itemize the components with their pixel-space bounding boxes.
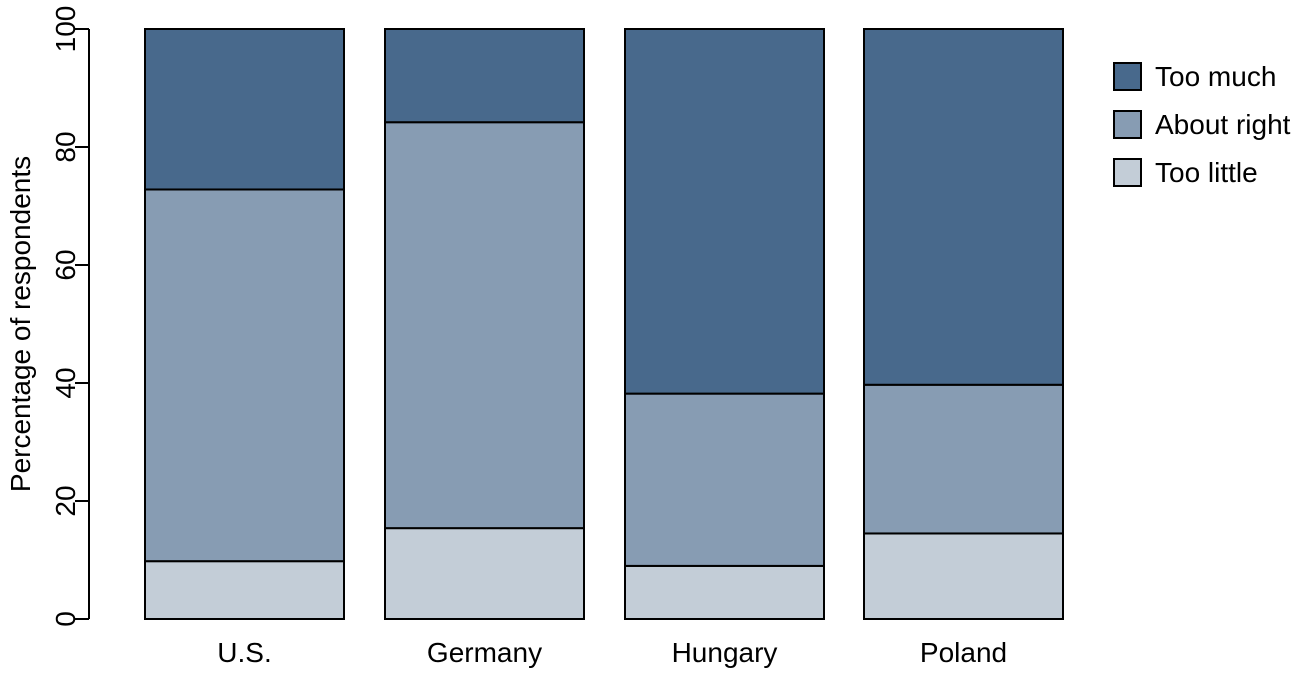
- y-tick-label: 60: [50, 249, 81, 280]
- legend-label: About right: [1155, 109, 1291, 140]
- bar-hungary-too-little: [624, 564, 825, 621]
- legend-swatch: [1113, 110, 1142, 139]
- y-tick-label: 20: [50, 485, 81, 516]
- bar-germany-about-right: [384, 121, 585, 530]
- x-tick-label: U.S.: [217, 637, 271, 668]
- legend-label: Too little: [1155, 157, 1258, 188]
- bar-us-too-little: [144, 560, 345, 620]
- bar-group: [144, 28, 1064, 621]
- legend: Too much About right Too little: [1113, 61, 1291, 188]
- y-tick-label: 0: [50, 611, 81, 627]
- legend-swatch: [1113, 158, 1142, 187]
- y-axis-title: Percentage of respondents: [5, 156, 36, 492]
- bar-germany-too-little: [384, 527, 585, 621]
- bar-hungary-too-much: [624, 28, 825, 395]
- x-tick-label: Hungary: [672, 637, 778, 668]
- y-tick-label: 40: [50, 367, 81, 398]
- bar-us-about-right: [144, 188, 345, 563]
- bar-poland-too-much: [863, 28, 1064, 386]
- bar-poland-about-right: [863, 383, 1064, 535]
- x-tick-label: Germany: [427, 637, 542, 668]
- legend-swatch: [1113, 62, 1142, 91]
- bar-germany-too-much: [384, 28, 585, 124]
- x-tick-label: Poland: [920, 637, 1007, 668]
- y-axis: 0 20 40 60 80 100: [50, 6, 90, 627]
- bar-poland-too-little: [863, 532, 1064, 621]
- y-tick-label: 100: [50, 6, 81, 53]
- legend-label: Too much: [1155, 61, 1276, 92]
- x-axis: U.S. Germany Hungary Poland: [217, 637, 1007, 668]
- y-tick-label: 80: [50, 131, 81, 162]
- bar-hungary-about-right: [624, 392, 825, 567]
- bar-us-too-much: [144, 28, 345, 191]
